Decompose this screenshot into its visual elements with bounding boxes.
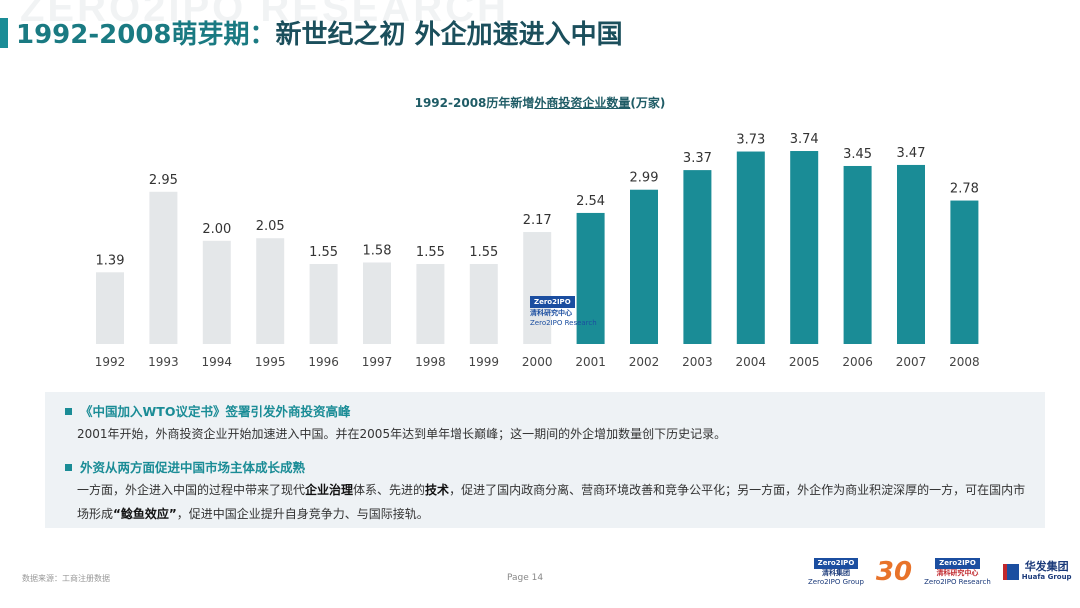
bar-2001	[576, 212, 605, 344]
data-label-1993: 2.95	[149, 173, 178, 188]
bar-1995	[256, 238, 285, 344]
chart-logo-name: 清科研究中心	[530, 309, 572, 317]
bar-2002	[630, 189, 658, 344]
x-tick-1996: 1996	[308, 355, 339, 369]
logo-sub: Zero2IPO Research	[924, 577, 991, 586]
x-tick-1995: 1995	[255, 355, 286, 369]
title-part2: 新世纪之初 外企加速进入中国	[275, 20, 623, 50]
bar-2006	[843, 165, 872, 344]
logo-name: 华发集团	[1024, 560, 1069, 573]
bar-1992	[96, 272, 124, 344]
x-tick-2001: 2001	[575, 355, 606, 369]
data-label-2007: 3.47	[897, 146, 926, 161]
title-accent-bar	[0, 18, 8, 48]
title-part1: 1992-2008萌芽期：	[16, 20, 276, 50]
bar-1996	[309, 264, 338, 344]
x-tick-2005: 2005	[789, 355, 820, 369]
logo-zero2ipo-group: Zero2IPO 清科集团 Zero2IPO Group	[808, 557, 864, 587]
data-label-1997: 1.58	[363, 243, 392, 258]
bar-2000	[523, 232, 552, 344]
x-tick-2002: 2002	[629, 355, 660, 369]
logo-sub: Zero2IPO Group	[808, 577, 864, 586]
bold-text: 技术	[425, 483, 450, 497]
notes-box: 《中国加入WTO议定书》签署引发外商投资高峰 2001年开始，外商投资企业开始加…	[45, 392, 1045, 528]
bar-2003	[683, 170, 712, 344]
bar-1998	[416, 264, 445, 344]
huafa-icon	[1002, 564, 1019, 580]
bar-chart: 1.39 1992 2.95 1993 2.00 1994 2.05 1995 1.55 1996…	[95, 132, 980, 369]
data-label-2000: 2.17	[523, 213, 552, 228]
x-tick-1998: 1998	[415, 355, 446, 369]
watermark: ZERO2IPO RESEARCH	[20, 0, 509, 30]
note-heading-1: 《中国加入WTO议定书》签署引发外商投资高峰	[65, 401, 350, 420]
x-tick-2004: 2004	[736, 355, 767, 369]
data-label-1999: 1.55	[469, 245, 498, 260]
x-tick-1992: 1992	[95, 355, 126, 369]
bar-1997	[363, 262, 391, 344]
data-label-2002: 2.99	[630, 171, 659, 186]
bar-2004	[736, 151, 765, 344]
bar-1994	[202, 240, 231, 344]
data-label-2004: 3.73	[736, 133, 765, 148]
data-label-2006: 3.45	[843, 147, 872, 162]
data-label-2008: 2.78	[950, 182, 979, 197]
data-label-2003: 3.37	[683, 151, 712, 166]
logo-huafa: 华发集团 Huafa Group	[1002, 560, 1072, 582]
data-source: 数据来源：工商注册数据	[22, 574, 110, 583]
anniversary-logo-icon: 30	[875, 557, 913, 587]
logo-name: 清科集团	[821, 568, 850, 577]
data-label-1994: 2.00	[202, 222, 231, 237]
bold-text: “鲶鱼效应”	[113, 507, 177, 521]
x-tick-2003: 2003	[682, 355, 713, 369]
data-label-1996: 1.55	[309, 245, 338, 260]
bar-2007	[897, 164, 925, 344]
bar-2008	[950, 200, 979, 344]
bar-2005	[790, 151, 819, 344]
x-tick-2000: 2000	[522, 355, 553, 369]
data-label-2005: 3.74	[790, 132, 819, 147]
data-label-1992: 1.39	[96, 253, 125, 268]
data-label-1998: 1.55	[416, 245, 445, 260]
text: ，促进了国内政商分离、营商环境改善和竞争公平化；另一方面，外企作为商业积淀深厚的…	[77, 483, 1026, 521]
data-label-1995: 2.05	[256, 219, 285, 234]
x-tick-1997: 1997	[362, 355, 393, 369]
chart-logo-sub: Zero2IPO Research	[530, 319, 597, 327]
chart-logo-brand: Zero2IPO	[530, 296, 575, 308]
x-tick-2007: 2007	[896, 355, 927, 369]
page-title: 1992-2008萌芽期：新世纪之初 外企加速进入中国	[16, 14, 623, 51]
chart-title-suffix: (万家)	[630, 96, 666, 110]
logo-name: 清科研究中心	[936, 568, 979, 577]
page-number: Page 14	[507, 573, 544, 583]
x-tick-1999: 1999	[469, 355, 500, 369]
logo-zero2ipo-research: Zero2IPO 清科研究中心 Zero2IPO Research	[924, 557, 991, 587]
x-tick-1994: 1994	[202, 355, 233, 369]
logo-brand: Zero2IPO	[935, 557, 980, 569]
bold-text: 企业治理	[305, 483, 354, 497]
chart-logo: Zero2IPO 清科研究中心 Zero2IPO Research	[530, 296, 597, 328]
text: 一方面，外企进入中国的过程中带来了现代	[77, 483, 306, 497]
chart-title-prefix: 1992-2008历年新增	[414, 96, 535, 110]
chart-title-underlined: 外商投资企业数量	[534, 96, 631, 110]
chart-title: 1992-2008历年新增外商投资企业数量(万家)	[0, 94, 1080, 111]
footer-logos: Zero2IPO 清科集团 Zero2IPO Group 30 Zero2IPO 清科…	[808, 557, 1072, 587]
logo-brand: Zero2IPO	[813, 557, 859, 569]
x-tick-2006: 2006	[842, 355, 873, 369]
note-heading-2: 外资从两方面促进中国市场主体成长成熟	[65, 457, 305, 476]
text: 体系、先进的	[353, 483, 426, 497]
bar-1999	[469, 264, 498, 344]
text: ，促进中国企业提升自身竞争力、与国际接轨。	[176, 507, 429, 521]
x-tick-2008: 2008	[949, 355, 980, 369]
note-text-2: 一方面，外企进入中国的过程中带来了现代企业治理体系、先进的技术，促进了国内政商分…	[77, 478, 1032, 526]
x-tick-1993: 1993	[148, 355, 179, 369]
note-text-1: 2001年开始，外商投资企业开始加速进入中国。并在2005年达到单年增长巅峰；这…	[77, 427, 727, 441]
bar-1993	[149, 191, 178, 344]
data-label-2001: 2.54	[576, 194, 605, 209]
logo-sub: Huafa Group	[1021, 573, 1072, 581]
